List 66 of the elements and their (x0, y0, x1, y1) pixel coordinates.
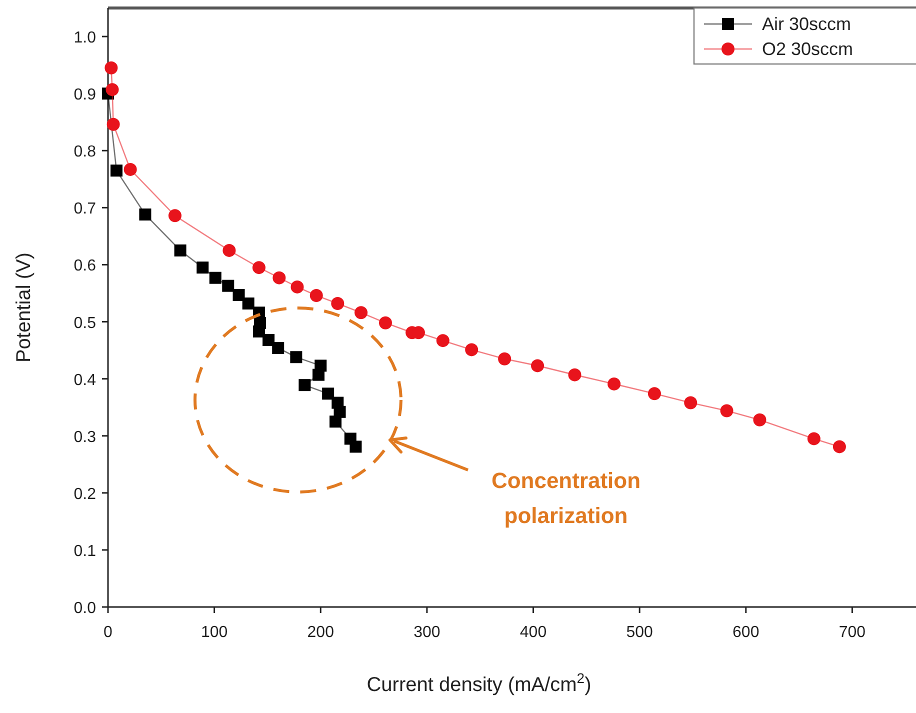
point (350, 440, 362, 453)
point (222, 244, 236, 257)
point (232, 288, 245, 301)
y-tick-label: 0.9 (74, 86, 96, 104)
y-tick-label: 0.3 (74, 428, 96, 446)
y-tick-label: 0.7 (74, 200, 96, 218)
point (354, 306, 368, 320)
y-tick-label: 1.0 (74, 30, 96, 47)
point (298, 379, 311, 392)
point (648, 387, 661, 400)
x-tick-label: 200 (307, 624, 334, 641)
x-tick-label: 300 (414, 624, 440, 641)
point (168, 209, 182, 222)
y-tick-label: 0.4 (74, 372, 96, 389)
point (330, 416, 342, 428)
x-tick-label: 700 (838, 624, 866, 641)
legend-label: Air 30sccm (762, 14, 852, 34)
point (290, 351, 302, 364)
point (290, 280, 304, 294)
x-tick-label: 100 (200, 624, 228, 641)
point (465, 343, 478, 356)
point (498, 352, 512, 366)
point (531, 359, 544, 372)
point (807, 432, 820, 446)
point (106, 118, 120, 131)
point (222, 280, 234, 292)
point (124, 162, 137, 176)
point (568, 368, 582, 382)
point (106, 83, 119, 96)
point (331, 297, 344, 310)
point (196, 262, 209, 274)
y-tick-label: 0.8 (74, 144, 96, 161)
point (174, 244, 186, 256)
y-tick-label: 0.5 (74, 314, 96, 332)
point (139, 208, 152, 221)
point (272, 271, 286, 284)
y-tick-label: 0.6 (74, 258, 96, 275)
point (252, 325, 265, 338)
point (753, 413, 766, 426)
point (378, 316, 392, 330)
point (310, 289, 323, 302)
point (608, 377, 621, 390)
legend-label: O2 30sccm (762, 39, 854, 59)
point (242, 298, 254, 310)
y-tick-label: 0.2 (74, 486, 96, 503)
point (252, 261, 266, 274)
x-tick-label: 600 (732, 624, 760, 641)
point (262, 334, 275, 346)
point (312, 368, 325, 381)
y-axis-title: Potential (V) (13, 252, 35, 363)
point (720, 404, 734, 418)
point (110, 164, 123, 177)
x-tick-label: 500 (626, 624, 654, 641)
y-tick-label: 0.1 (74, 542, 96, 560)
point (832, 440, 846, 454)
point (104, 61, 118, 74)
point (436, 334, 450, 348)
point (322, 388, 334, 400)
point (272, 342, 284, 354)
x-tick-label: 0 (104, 624, 113, 641)
y-tick-label: 0.0 (74, 600, 96, 617)
point (209, 272, 222, 284)
annotation: Concentration polarization (491, 468, 641, 528)
x-axis-title: Current density (mA/cm$^{2}$) (366, 670, 592, 696)
x-tick-label: 400 (520, 624, 547, 641)
point (684, 396, 698, 410)
